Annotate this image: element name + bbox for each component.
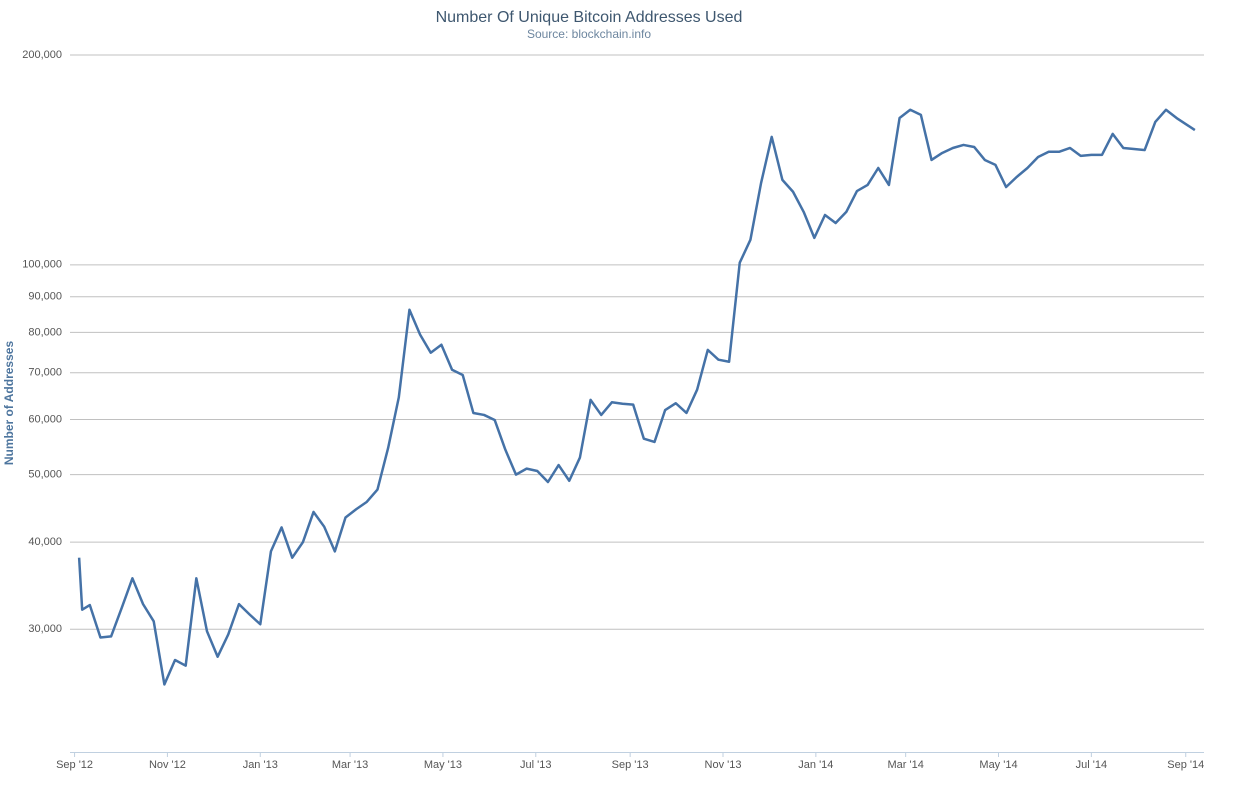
x-tick-label: Jan '13 [243,759,278,771]
y-tick-label: 50,000 [28,469,62,481]
x-tick-label: Sep '12 [56,759,93,771]
y-tick-label: 200,000 [22,49,62,61]
y-axis-label: Number of Addresses [2,341,16,466]
chart-title: Number Of Unique Bitcoin Addresses Used [436,9,743,26]
x-tick-label: May '14 [979,759,1017,771]
x-tick-label: Mar '14 [887,759,923,771]
y-tick-label: 40,000 [28,536,62,548]
y-tick-label: 60,000 [28,413,62,425]
y-tick-label: 30,000 [28,623,62,635]
x-tick-label: Mar '13 [332,759,368,771]
x-tick-label: Sep '13 [612,759,649,771]
x-tick-label: Nov '13 [705,759,742,771]
x-tick-label: Nov '12 [149,759,186,771]
x-tick-label: Jul '13 [520,759,551,771]
y-tick-label: 70,000 [28,367,62,379]
x-tick-label: Jan '14 [798,759,833,771]
y-tick-label: 100,000 [22,259,62,271]
x-tick-label: Jul '14 [1076,759,1107,771]
chart-subtitle: Source: blockchain.info [527,27,651,41]
data-line [77,108,1196,686]
y-tick-label: 80,000 [28,326,62,338]
x-tick-label: May '13 [424,759,462,771]
y-tick-label: 90,000 [28,291,62,303]
x-tick-label: Sep '14 [1167,759,1204,771]
